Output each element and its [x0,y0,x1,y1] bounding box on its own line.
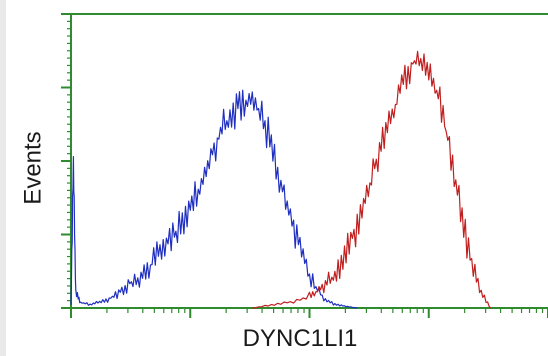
series-layer [70,50,492,309]
x-axis-ticks [70,308,548,318]
control-histogram-line [70,89,358,309]
left-edge-strip [0,0,6,356]
sample-histogram-line [252,50,492,309]
y-axis-label: Events [19,131,46,204]
plot-frame [70,13,548,309]
x-axis-label: DYNC1LI1 [243,325,358,352]
y-axis-ticks [61,13,71,309]
